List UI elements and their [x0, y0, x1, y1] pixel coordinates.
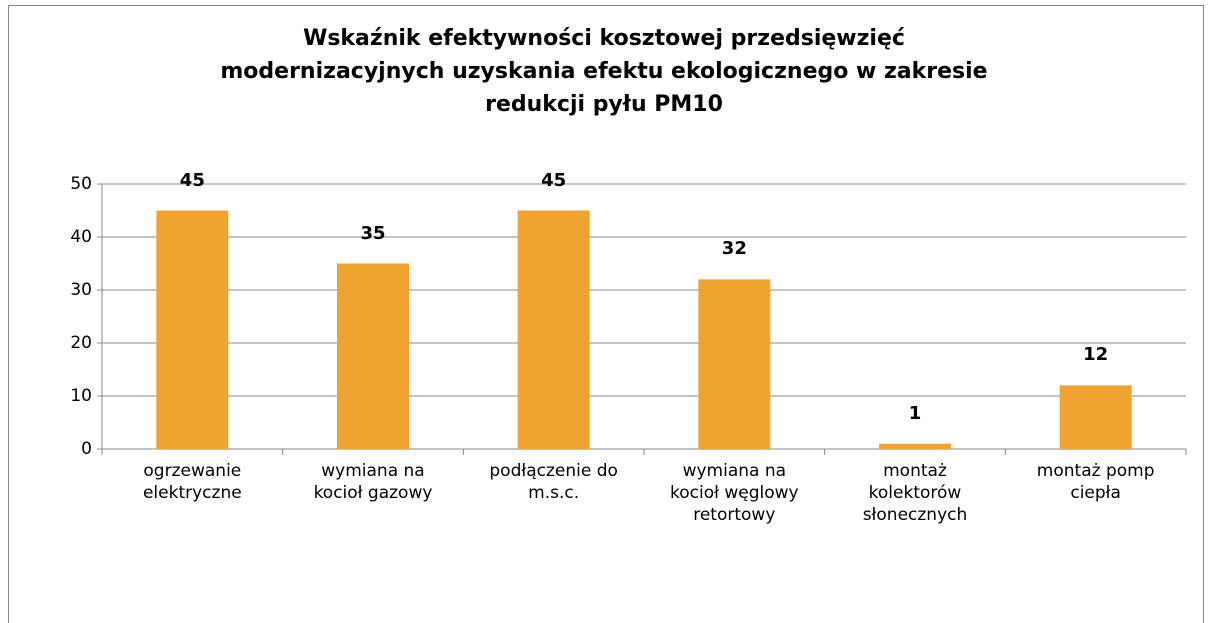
bar	[517, 210, 590, 449]
y-tick-label: 30	[70, 280, 92, 300]
bar	[156, 210, 229, 449]
chart-border	[8, 5, 1204, 623]
y-tick-label: 50	[70, 174, 92, 194]
data-label: 12	[1083, 344, 1109, 366]
x-tick-label: ogrzewanie elektryczne	[142, 461, 242, 503]
data-label: 32	[721, 238, 747, 260]
bar	[337, 263, 409, 449]
bar	[879, 443, 951, 449]
x-tick-label: wymiana na kocioł węglowy retortowy	[670, 461, 799, 525]
data-label: 35	[360, 222, 386, 244]
y-tick-label: 0	[81, 439, 92, 459]
x-tick-label: montaż kolektorów słonecznych	[862, 461, 968, 525]
y-tick-label: 20	[70, 333, 92, 353]
bar	[1059, 385, 1132, 449]
x-tick-label: wymiana na kocioł gazowy	[313, 461, 433, 503]
y-tick-label: 40	[70, 227, 92, 247]
x-tick-label: montaż pomp ciepła	[1036, 461, 1155, 503]
x-tick-label: podłączenie do m.s.c.	[489, 461, 618, 503]
data-label: 45	[179, 169, 205, 191]
data-label: 45	[541, 169, 567, 191]
bar	[698, 279, 771, 449]
data-label: 1	[908, 402, 922, 424]
chart-title: Wskaźnik efektywności kosztowej przedsię…	[220, 26, 988, 117]
y-tick-label: 10	[70, 386, 92, 406]
